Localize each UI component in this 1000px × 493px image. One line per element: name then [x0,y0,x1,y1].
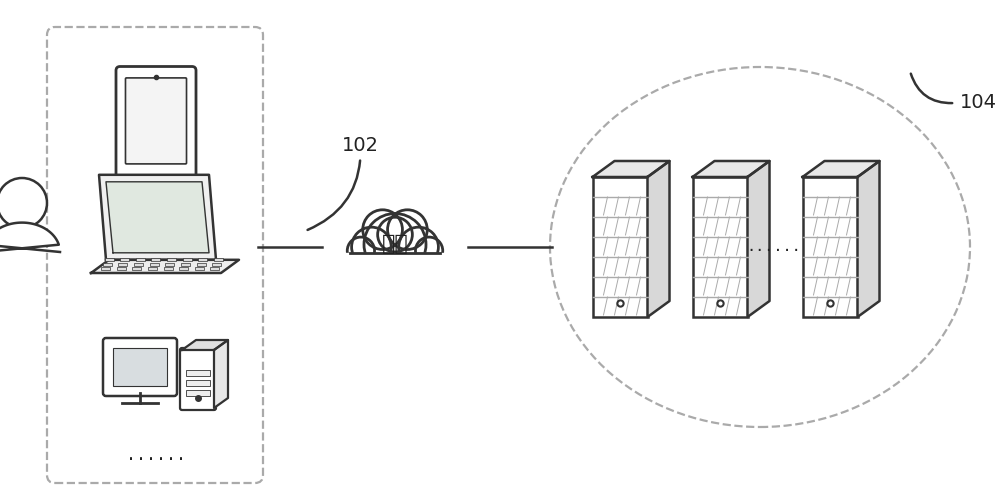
FancyBboxPatch shape [103,262,112,266]
FancyBboxPatch shape [118,262,127,266]
Polygon shape [748,161,770,317]
FancyBboxPatch shape [186,390,210,396]
FancyBboxPatch shape [132,267,141,270]
FancyBboxPatch shape [210,267,219,270]
Bar [592,177,648,317]
FancyBboxPatch shape [197,262,206,266]
FancyBboxPatch shape [186,370,210,376]
Bar [802,177,858,317]
FancyBboxPatch shape [105,258,114,261]
FancyBboxPatch shape [151,258,160,261]
FancyBboxPatch shape [125,78,187,164]
Polygon shape [99,175,216,260]
Circle shape [0,178,47,228]
Circle shape [347,237,375,264]
FancyBboxPatch shape [134,262,143,266]
FancyBboxPatch shape [150,262,159,266]
Bar [321,253,469,297]
Polygon shape [214,340,228,408]
FancyBboxPatch shape [136,258,145,261]
FancyBboxPatch shape [180,348,216,410]
FancyBboxPatch shape [113,348,167,386]
FancyBboxPatch shape [198,258,207,261]
FancyBboxPatch shape [179,267,188,270]
FancyBboxPatch shape [186,380,210,386]
Circle shape [415,237,443,264]
Circle shape [363,210,402,249]
FancyBboxPatch shape [164,267,173,270]
Polygon shape [592,161,670,177]
FancyBboxPatch shape [212,262,221,266]
Polygon shape [858,161,880,317]
FancyBboxPatch shape [148,267,157,270]
Circle shape [399,227,438,267]
FancyBboxPatch shape [214,258,223,261]
Text: 102: 102 [308,136,379,230]
Circle shape [352,227,391,267]
FancyBboxPatch shape [117,267,126,270]
Text: 104: 104 [960,93,997,112]
Polygon shape [692,161,770,177]
FancyBboxPatch shape [120,258,129,261]
Text: ......: ...... [126,446,186,464]
Text: 网络: 网络 [382,234,408,254]
Circle shape [388,210,427,249]
FancyBboxPatch shape [103,338,177,396]
Polygon shape [91,260,239,273]
Polygon shape [106,182,209,253]
Polygon shape [648,161,670,317]
FancyBboxPatch shape [101,267,110,270]
Polygon shape [182,340,228,350]
FancyBboxPatch shape [116,67,196,179]
FancyBboxPatch shape [195,267,204,270]
FancyBboxPatch shape [181,262,190,266]
Bar [692,177,748,317]
FancyBboxPatch shape [165,262,174,266]
FancyBboxPatch shape [183,258,192,261]
Circle shape [378,217,412,252]
Text: ......: ...... [747,240,801,254]
FancyBboxPatch shape [167,258,176,261]
Polygon shape [0,223,60,252]
Polygon shape [802,161,880,177]
Circle shape [364,213,426,276]
